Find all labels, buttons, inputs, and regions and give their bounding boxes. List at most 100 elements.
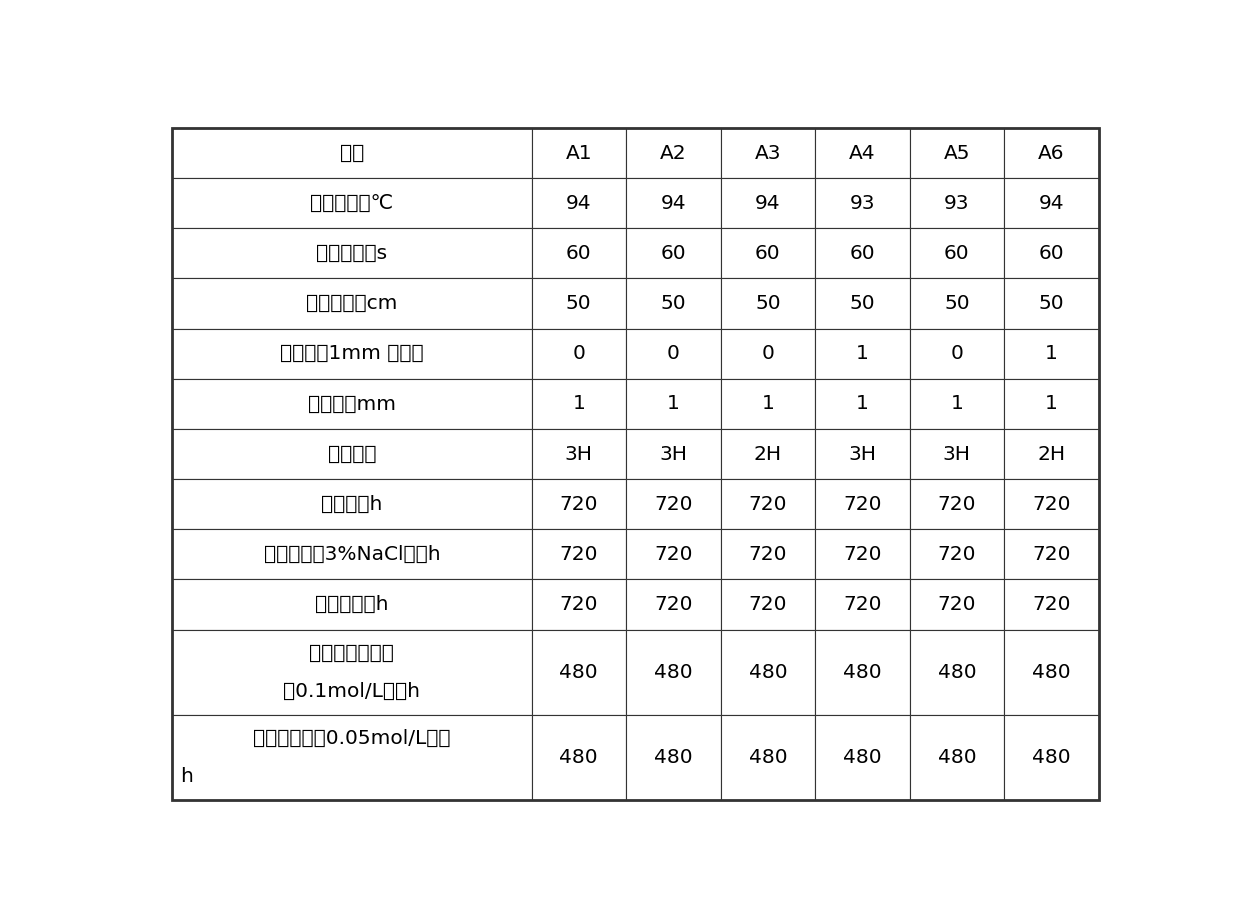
Text: 50: 50 bbox=[849, 294, 875, 313]
Text: 耐盐雾性，h: 耐盐雾性，h bbox=[315, 596, 388, 614]
Text: 50: 50 bbox=[755, 294, 781, 313]
Text: 720: 720 bbox=[843, 596, 882, 614]
Text: 480: 480 bbox=[1032, 663, 1071, 682]
Bar bbox=[172, 529, 532, 580]
Text: 480: 480 bbox=[843, 663, 882, 682]
Text: 2H: 2H bbox=[754, 445, 782, 463]
Text: 720: 720 bbox=[653, 545, 693, 564]
Bar bbox=[172, 479, 532, 529]
Text: 60: 60 bbox=[755, 244, 781, 263]
Bar bbox=[626, 630, 720, 715]
Bar bbox=[532, 329, 626, 379]
Bar bbox=[815, 529, 910, 580]
Bar bbox=[532, 379, 626, 429]
Text: 0: 0 bbox=[573, 345, 585, 363]
Text: 720: 720 bbox=[749, 545, 787, 564]
Bar bbox=[910, 580, 1004, 630]
Bar bbox=[815, 329, 910, 379]
Text: 铅笔硬度: 铅笔硬度 bbox=[327, 445, 376, 463]
Bar bbox=[720, 580, 815, 630]
Text: 480: 480 bbox=[937, 663, 976, 682]
Text: A2: A2 bbox=[660, 143, 687, 163]
Text: 720: 720 bbox=[937, 545, 976, 564]
Bar bbox=[626, 278, 720, 329]
Text: 94: 94 bbox=[1039, 194, 1064, 212]
Text: 3H: 3H bbox=[564, 445, 593, 463]
Text: 柔韧性，mm: 柔韧性，mm bbox=[308, 394, 396, 414]
Text: 耐氢氧化钠溶液: 耐氢氧化钠溶液 bbox=[310, 644, 394, 663]
Bar bbox=[815, 715, 910, 800]
Bar bbox=[172, 379, 532, 429]
Bar bbox=[720, 715, 815, 800]
Bar bbox=[720, 379, 815, 429]
Bar bbox=[1004, 429, 1099, 479]
Bar bbox=[532, 715, 626, 800]
Bar bbox=[172, 580, 532, 630]
Text: 60: 60 bbox=[1039, 244, 1064, 263]
Bar bbox=[626, 529, 720, 580]
Text: 0: 0 bbox=[667, 345, 680, 363]
Bar bbox=[910, 228, 1004, 278]
Bar bbox=[172, 278, 532, 329]
Text: 1: 1 bbox=[761, 394, 774, 414]
Text: 720: 720 bbox=[1032, 545, 1070, 564]
Bar bbox=[815, 580, 910, 630]
Bar bbox=[626, 329, 720, 379]
Bar bbox=[1004, 379, 1099, 429]
Bar bbox=[626, 379, 720, 429]
Text: 50: 50 bbox=[565, 294, 591, 313]
Text: 2H: 2H bbox=[1038, 445, 1065, 463]
Bar bbox=[532, 630, 626, 715]
Text: 60: 60 bbox=[661, 244, 686, 263]
Text: （0.1mol/L），h: （0.1mol/L），h bbox=[284, 682, 420, 700]
Text: 0: 0 bbox=[761, 345, 774, 363]
Text: 1: 1 bbox=[951, 394, 963, 414]
Text: 3H: 3H bbox=[848, 445, 877, 463]
Text: 1: 1 bbox=[667, 394, 680, 414]
Bar bbox=[815, 379, 910, 429]
Bar bbox=[532, 178, 626, 228]
Bar bbox=[532, 228, 626, 278]
Text: 720: 720 bbox=[559, 494, 598, 514]
Text: 720: 720 bbox=[559, 596, 598, 614]
Bar bbox=[910, 715, 1004, 800]
Text: 480: 480 bbox=[749, 748, 787, 767]
Text: 0: 0 bbox=[951, 345, 963, 363]
Text: 480: 480 bbox=[1032, 748, 1071, 767]
Text: 720: 720 bbox=[559, 545, 598, 564]
Text: 720: 720 bbox=[749, 494, 787, 514]
Bar bbox=[910, 630, 1004, 715]
Bar bbox=[815, 630, 910, 715]
Bar bbox=[172, 228, 532, 278]
Bar bbox=[532, 580, 626, 630]
Bar bbox=[1004, 329, 1099, 379]
Bar bbox=[815, 178, 910, 228]
Text: 720: 720 bbox=[843, 494, 882, 514]
Text: 1: 1 bbox=[856, 394, 869, 414]
Bar bbox=[720, 278, 815, 329]
Text: 480: 480 bbox=[559, 748, 598, 767]
Text: 720: 720 bbox=[937, 596, 976, 614]
Bar bbox=[815, 479, 910, 529]
Text: 720: 720 bbox=[653, 596, 693, 614]
Bar bbox=[720, 529, 815, 580]
Text: 480: 480 bbox=[749, 663, 787, 682]
Text: 480: 480 bbox=[843, 748, 882, 767]
Text: 附着力（1mm 划格）: 附着力（1mm 划格） bbox=[280, 345, 424, 363]
Bar bbox=[815, 429, 910, 479]
Text: 1: 1 bbox=[1045, 394, 1058, 414]
Bar bbox=[815, 228, 910, 278]
Bar bbox=[1004, 529, 1099, 580]
Text: 冲击强度，cm: 冲击强度，cm bbox=[306, 294, 398, 313]
Bar bbox=[532, 128, 626, 178]
Text: A3: A3 bbox=[755, 143, 781, 163]
Text: 50: 50 bbox=[1039, 294, 1064, 313]
Text: 94: 94 bbox=[755, 194, 781, 212]
Text: 耐硫酸溶液（0.05mol/L），: 耐硫酸溶液（0.05mol/L）， bbox=[253, 730, 450, 748]
Text: 720: 720 bbox=[1032, 596, 1070, 614]
Bar bbox=[1004, 178, 1099, 228]
Text: 1: 1 bbox=[573, 394, 585, 414]
Text: 94: 94 bbox=[565, 194, 591, 212]
Bar bbox=[720, 479, 815, 529]
Bar bbox=[720, 128, 815, 178]
